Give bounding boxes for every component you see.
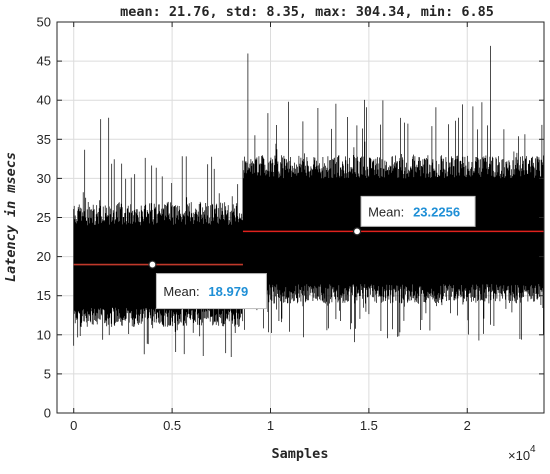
y-tick-label: 20 — [37, 249, 51, 264]
datatip-marker — [148, 260, 157, 269]
y-tick-label: 10 — [37, 327, 51, 342]
y-tick-label: 45 — [37, 54, 51, 69]
x-tick-label: 0.5 — [163, 418, 181, 433]
datatip-1: Mean: 18.979 — [148, 260, 267, 310]
series-segment-0-1 — [242, 45, 545, 343]
y-axis-label: Latency in msecs — [3, 152, 19, 282]
y-tick-label: 5 — [44, 366, 51, 381]
x-tick-label: 1.5 — [360, 418, 378, 433]
datatip-marker — [352, 227, 362, 236]
mean-lines — [73, 230, 544, 266]
axis-ticks: 0 5 10 15 20 25 30 35 40 45 50 0 0.5 1 1.5 2 — [37, 15, 544, 433]
datatip-label: Mean: — [163, 284, 199, 299]
series-segment-0-0 — [73, 117, 244, 357]
y-tick-label: 40 — [37, 93, 51, 108]
chart-title: mean: 21.76, std: 8.35, max: 304.34, min… — [120, 4, 494, 20]
y-tick-label: 35 — [37, 132, 51, 147]
datatip-label: Mean: — [368, 204, 404, 219]
x-exponent-power: 4 — [530, 444, 536, 455]
datatip-value: 23.2256 — [413, 204, 460, 219]
y-tick-label: 15 — [37, 288, 51, 303]
y-tick-label: 30 — [37, 171, 51, 186]
datatip-box — [360, 195, 476, 227]
x-axis-label: Samples — [272, 446, 329, 462]
x-tick-label: 2 — [464, 418, 471, 433]
y-tick-label: 50 — [37, 15, 51, 30]
y-tick-label: 25 — [37, 210, 51, 225]
y-tick-label: 0 — [44, 406, 51, 421]
datatips: Mean: 18.979 Mean: 23.2256 — [148, 195, 476, 310]
x-exponent-label: ×10 4 — [508, 444, 536, 463]
datatip-box — [155, 273, 267, 310]
datatip-value: 18.979 — [208, 284, 248, 299]
x-tick-label: 1 — [267, 418, 274, 433]
x-tick-label: 0 — [70, 418, 77, 433]
datatip-2: Mean: 23.2256 — [352, 195, 476, 236]
x-exponent-base: ×10 — [508, 448, 530, 463]
